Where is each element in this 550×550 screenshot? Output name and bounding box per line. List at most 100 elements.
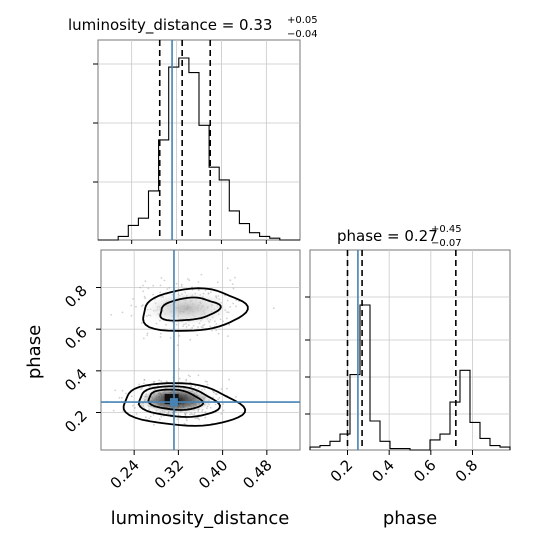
sample-point (224, 294, 226, 297)
sample-point (139, 388, 142, 390)
x-tick-label: 0.48 (239, 456, 275, 492)
histogram (309, 304, 511, 451)
sample-point (228, 323, 231, 326)
sample-point (110, 314, 113, 316)
title-plus: +0.05 (287, 15, 318, 26)
sample-point (159, 332, 162, 335)
y-ticks (305, 296, 310, 415)
sample-point (214, 403, 217, 406)
sample-point (169, 337, 172, 339)
x-ticks: 0.2 0.4 0.6 0.8 (327, 450, 482, 486)
sample-point (135, 305, 137, 308)
sample-point (143, 379, 146, 381)
title-plus: +0.45 (431, 224, 462, 235)
sample-point (204, 289, 207, 292)
sample-point (194, 385, 197, 388)
sample-point (121, 389, 124, 392)
panel-frame (100, 249, 301, 451)
sample-point (185, 378, 188, 381)
sample-point (222, 403, 225, 405)
sample-point (159, 291, 162, 294)
sample-point (138, 383, 141, 386)
sample-point (231, 283, 234, 285)
sample-point (212, 391, 215, 393)
sample-point (158, 379, 161, 382)
sample-point (196, 334, 199, 336)
sample-point (204, 411, 207, 414)
sample-point (160, 415, 163, 418)
sample-point (194, 417, 197, 420)
x-tick-label: 0.40 (195, 456, 231, 492)
sample-point (217, 332, 220, 335)
title-minus: −0.04 (287, 29, 318, 40)
sample-point (206, 380, 208, 383)
sample-point (140, 322, 143, 324)
sample-point (185, 379, 188, 382)
sample-point (178, 334, 181, 337)
sample-point (213, 391, 215, 394)
sample-point (226, 387, 228, 390)
sample-point (203, 388, 206, 391)
x-ticks: 0.24 0.32 0.40 0.48 (107, 450, 276, 492)
sample-point (200, 273, 203, 276)
panel-luminosity-distance-hist: luminosity_distance = 0.33 +0.05 −0.04 (68, 15, 318, 244)
sample-point (184, 414, 187, 416)
sample-point (114, 389, 117, 392)
quantile-lines (158, 40, 212, 240)
sample-point (178, 368, 181, 370)
sample-point (217, 398, 220, 401)
sample-point (158, 418, 161, 421)
sample-point (209, 325, 212, 328)
x-tick-label: 0.8 (452, 456, 482, 486)
histogram-step (98, 57, 300, 241)
sample-point (148, 417, 151, 420)
sample-point (149, 385, 152, 388)
sample-point (146, 332, 149, 335)
truth-crosshair (101, 250, 300, 450)
sample-point (197, 326, 199, 329)
sample-point (153, 380, 156, 383)
title-minus: −0.07 (431, 238, 462, 249)
sample-point (152, 381, 155, 383)
y-tick-label: 0.8 (61, 282, 91, 312)
sample-point (155, 322, 158, 325)
sample-point (215, 323, 218, 325)
sample-point (188, 279, 191, 282)
chart-title-luminosity-distance: luminosity_distance = 0.33 (68, 16, 272, 35)
sample-point (232, 287, 235, 290)
sample-point (180, 285, 183, 287)
sample-point (204, 416, 207, 419)
x-axis-label-luminosity-distance: luminosity_distance (111, 508, 290, 529)
sample-point (198, 289, 200, 292)
sample-point (143, 295, 146, 298)
sample-point (144, 297, 147, 300)
sample-point (112, 409, 115, 412)
sample-point (125, 392, 127, 395)
sample-point (121, 396, 123, 399)
sample-point (189, 385, 192, 387)
sample-point (143, 382, 145, 384)
sample-point (235, 305, 237, 308)
sample-point (152, 413, 155, 416)
sample-point (185, 326, 188, 328)
sample-point (197, 387, 200, 390)
sample-point (176, 418, 179, 420)
sample-point (196, 417, 199, 419)
sample-point (206, 383, 209, 386)
sample-point (149, 415, 152, 418)
sample-point (204, 380, 207, 383)
truth-marker (169, 398, 178, 407)
sample-point (197, 281, 200, 283)
y-axis-label-phase: phase (24, 325, 45, 379)
sample-point (234, 276, 236, 279)
sample-point (220, 412, 223, 415)
sample-point (180, 283, 183, 286)
sample-point (132, 404, 134, 407)
title-main: phase = 0.27 (337, 227, 438, 245)
y-tick-label: 0.6 (61, 323, 91, 353)
panel-phase-hist: 0.2 0.4 0.6 0.8 phase = 0.27 +0.45 −0.07 ph… (305, 224, 511, 529)
sample-point (220, 388, 223, 390)
sample-point (175, 282, 178, 285)
sample-point (165, 380, 168, 382)
sample-point (160, 380, 163, 383)
